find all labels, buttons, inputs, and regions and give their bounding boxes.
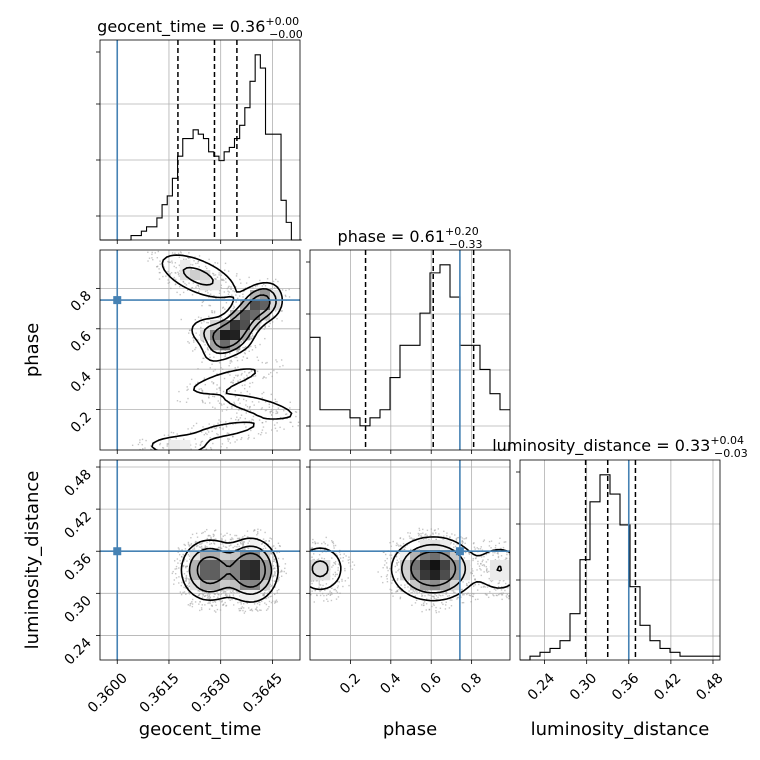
histogram-panel-luminosity-distance: 0.24 0.30 0.36 0.42 0.48 bbox=[516, 459, 727, 704]
y-axis-label-luminosity-distance: luminosity_distance bbox=[22, 471, 43, 650]
y-tick-label: 0.42 bbox=[61, 509, 94, 542]
histogram-panel-phase bbox=[306, 249, 511, 454]
grid-lines bbox=[100, 40, 300, 240]
x-axis-label-geocent-time: geocent_time bbox=[139, 719, 262, 740]
panel-frame bbox=[99, 39, 301, 241]
x-tick-label: 0.4 bbox=[377, 670, 404, 697]
histogram-panel-geocent-time bbox=[96, 39, 302, 244]
density-contours bbox=[151, 254, 293, 450]
x-tick-label: 0.42 bbox=[651, 670, 684, 703]
y-tick-label: 0.24 bbox=[61, 635, 94, 668]
x-tick-label: 0.30 bbox=[567, 670, 600, 703]
histogram-steps bbox=[310, 264, 510, 427]
grid-lines bbox=[520, 460, 720, 660]
y-tick-label: 0.48 bbox=[61, 467, 94, 500]
density-contours bbox=[180, 537, 279, 603]
histogram-steps bbox=[520, 474, 720, 661]
panel-frame bbox=[519, 459, 721, 661]
x-tick-label: 0.36 bbox=[609, 670, 642, 703]
y-tick-label: 0.4 bbox=[68, 369, 95, 396]
x-tick-label: 0.2 bbox=[337, 670, 364, 697]
density-content bbox=[100, 460, 300, 660]
contour-line bbox=[310, 536, 510, 602]
contour-line bbox=[188, 545, 273, 595]
x-tick-label: 0.3645 bbox=[240, 670, 286, 716]
truth-marker bbox=[113, 296, 122, 305]
x-tick-label: 0.24 bbox=[525, 670, 558, 703]
density-panel-phase-vs-geocent-time: 0.2 0.4 0.6 0.8 bbox=[68, 249, 301, 454]
title-geocent-time: geocent_time = 0.36+0.00 −0.00 bbox=[97, 15, 303, 41]
truth-marker bbox=[455, 547, 464, 556]
contour-line bbox=[410, 551, 457, 587]
y-tick-label: 0.36 bbox=[61, 551, 94, 584]
contour-line bbox=[151, 254, 293, 450]
x-tick-label: 0.3630 bbox=[188, 670, 234, 716]
density-content bbox=[100, 250, 300, 450]
contour-line bbox=[182, 266, 277, 355]
panel-frame bbox=[99, 249, 301, 451]
x-axis-label-luminosity-distance: luminosity_distance bbox=[531, 719, 710, 740]
histogram-steps bbox=[100, 54, 302, 241]
x-tick-label: 0.8 bbox=[458, 670, 485, 697]
x-tick-label: 0.6 bbox=[418, 670, 445, 697]
truth-marker bbox=[113, 547, 122, 556]
contour-line bbox=[212, 294, 271, 349]
density-panel-luminosity-distance-vs-geocent-time: 0.3600 0.3615 0.3630 0.3645 0.24 0.30 0.36 0.42… bbox=[61, 459, 301, 716]
contour-line bbox=[180, 537, 279, 603]
y-axis-label-phase: phase bbox=[22, 323, 43, 377]
contour-line bbox=[196, 552, 266, 588]
panel-frame bbox=[309, 249, 511, 451]
contour-line bbox=[311, 543, 503, 594]
y-tick-label: 0.30 bbox=[61, 593, 94, 626]
y-tick-label: 0.6 bbox=[68, 328, 95, 355]
panel-frame bbox=[309, 459, 511, 661]
y-tick-label: 0.2 bbox=[68, 409, 95, 436]
x-tick-label: 0.48 bbox=[693, 670, 726, 703]
density-panel-luminosity-distance-vs-phase: 0.2 0.4 0.6 0.8 bbox=[306, 459, 511, 697]
x-tick-label: 0.3615 bbox=[137, 670, 183, 716]
panel-frame bbox=[99, 459, 301, 661]
x-axis-label-phase: phase bbox=[383, 719, 437, 740]
grid-lines bbox=[310, 250, 510, 450]
density-contours bbox=[310, 536, 510, 602]
title-luminosity-distance: luminosity_distance = 0.33+0.04 −0.03 bbox=[492, 434, 748, 460]
density-content bbox=[310, 460, 510, 660]
y-tick-label: 0.8 bbox=[68, 288, 95, 315]
title-phase: phase = 0.61+0.20 −0.33 bbox=[338, 225, 483, 251]
x-tick-label: 0.3600 bbox=[85, 670, 131, 716]
